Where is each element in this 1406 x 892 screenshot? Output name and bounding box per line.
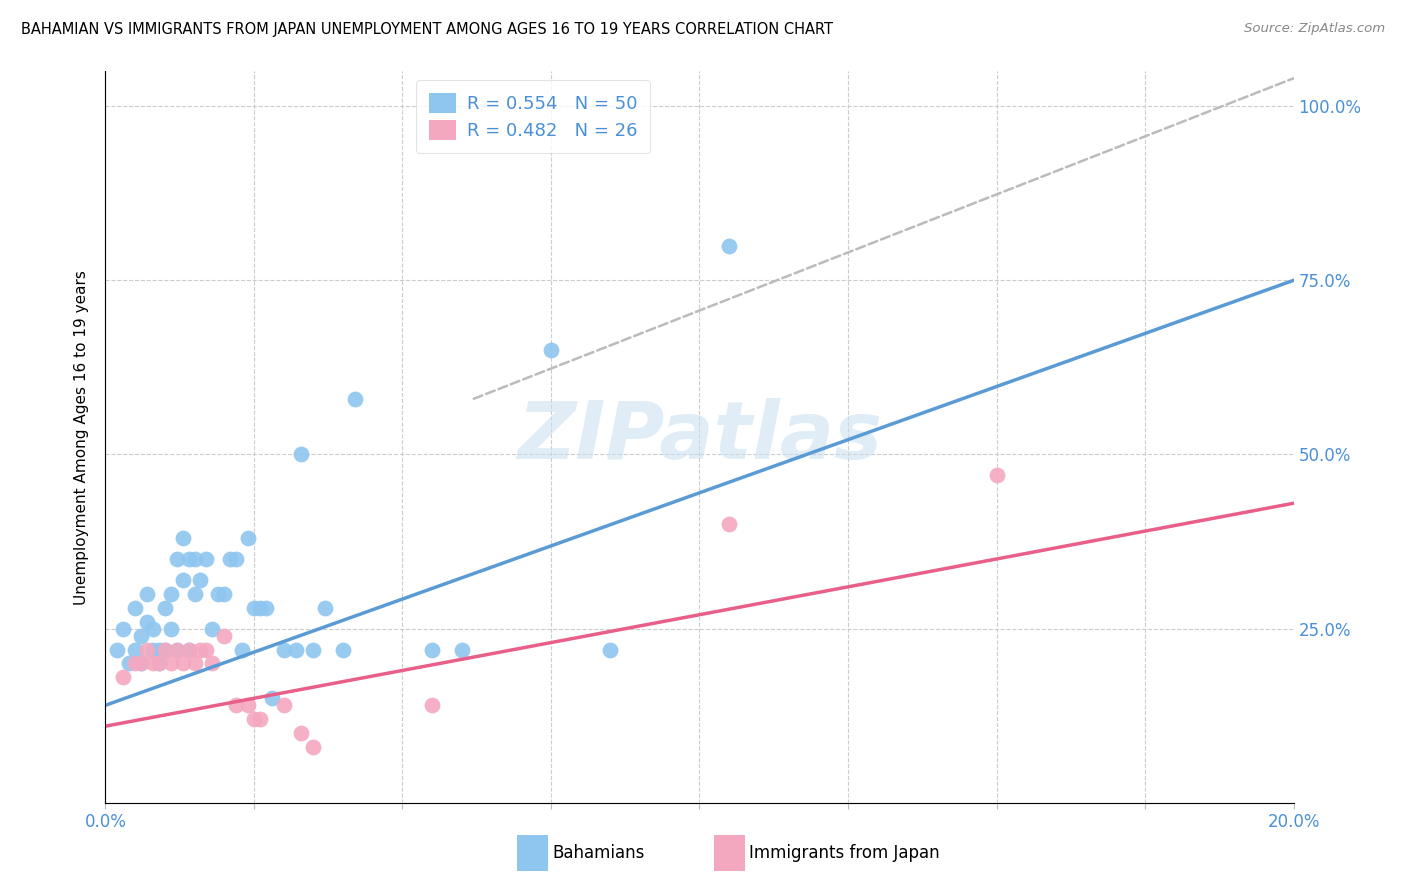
Point	[124, 600, 146, 615]
Point	[540, 343, 562, 357]
Point	[290, 726, 312, 740]
Point	[986, 468, 1008, 483]
Text: Bahamians: Bahamians	[553, 844, 645, 862]
Point	[159, 657, 181, 671]
Point	[172, 657, 194, 671]
Text: Immigrants from Japan: Immigrants from Japan	[749, 844, 941, 862]
Point	[718, 517, 741, 532]
FancyBboxPatch shape	[714, 835, 745, 871]
Point	[105, 642, 128, 657]
Point	[190, 573, 212, 587]
Point	[129, 629, 152, 643]
Y-axis label: Unemployment Among Ages 16 to 19 years: Unemployment Among Ages 16 to 19 years	[75, 269, 90, 605]
Point	[153, 642, 176, 657]
Point	[225, 552, 247, 566]
Point	[302, 642, 325, 657]
FancyBboxPatch shape	[517, 835, 548, 871]
Text: BAHAMIAN VS IMMIGRANTS FROM JAPAN UNEMPLOYMENT AMONG AGES 16 TO 19 YEARS CORRELA: BAHAMIAN VS IMMIGRANTS FROM JAPAN UNEMPL…	[21, 22, 834, 37]
Point	[195, 642, 218, 657]
Point	[201, 622, 224, 636]
Point	[214, 587, 236, 601]
Point	[183, 657, 205, 671]
Point	[129, 657, 152, 671]
Point	[195, 552, 218, 566]
Point	[124, 642, 146, 657]
Point	[136, 642, 159, 657]
Point	[159, 622, 181, 636]
Point	[273, 698, 295, 713]
Point	[190, 642, 212, 657]
Point	[172, 573, 194, 587]
Point	[249, 712, 271, 726]
Point	[260, 691, 283, 706]
Point	[118, 657, 141, 671]
Point	[225, 698, 247, 713]
Point	[243, 600, 266, 615]
Point	[166, 642, 188, 657]
Point	[599, 642, 621, 657]
Point	[112, 622, 135, 636]
Point	[420, 642, 443, 657]
Point	[124, 657, 146, 671]
Point	[166, 642, 188, 657]
Legend: R = 0.554   N = 50, R = 0.482   N = 26: R = 0.554 N = 50, R = 0.482 N = 26	[416, 80, 650, 153]
Point	[236, 531, 259, 545]
Point	[177, 552, 200, 566]
Point	[254, 600, 277, 615]
Point	[207, 587, 229, 601]
Point	[142, 622, 165, 636]
Point	[142, 642, 165, 657]
Point	[201, 657, 224, 671]
Point	[284, 642, 307, 657]
Point	[343, 392, 366, 406]
Point	[148, 657, 170, 671]
Point	[136, 587, 159, 601]
Text: ZIPatlas: ZIPatlas	[517, 398, 882, 476]
Point	[249, 600, 271, 615]
Point	[112, 670, 135, 684]
Point	[172, 531, 194, 545]
Point	[219, 552, 242, 566]
Point	[273, 642, 295, 657]
Point	[183, 552, 205, 566]
Point	[153, 642, 176, 657]
Point	[177, 642, 200, 657]
Point	[129, 657, 152, 671]
Point	[332, 642, 354, 657]
Point	[153, 600, 176, 615]
Text: Source: ZipAtlas.com: Source: ZipAtlas.com	[1244, 22, 1385, 36]
Point	[148, 642, 170, 657]
Point	[166, 552, 188, 566]
Point	[148, 657, 170, 671]
Point	[236, 698, 259, 713]
Point	[142, 657, 165, 671]
Point	[177, 642, 200, 657]
Point	[214, 629, 236, 643]
Point	[314, 600, 336, 615]
Point	[136, 615, 159, 629]
Point	[243, 712, 266, 726]
Point	[290, 448, 312, 462]
Point	[302, 740, 325, 755]
Point	[718, 238, 741, 252]
Point	[450, 642, 472, 657]
Point	[231, 642, 253, 657]
Point	[183, 587, 205, 601]
Point	[420, 698, 443, 713]
Point	[159, 587, 181, 601]
